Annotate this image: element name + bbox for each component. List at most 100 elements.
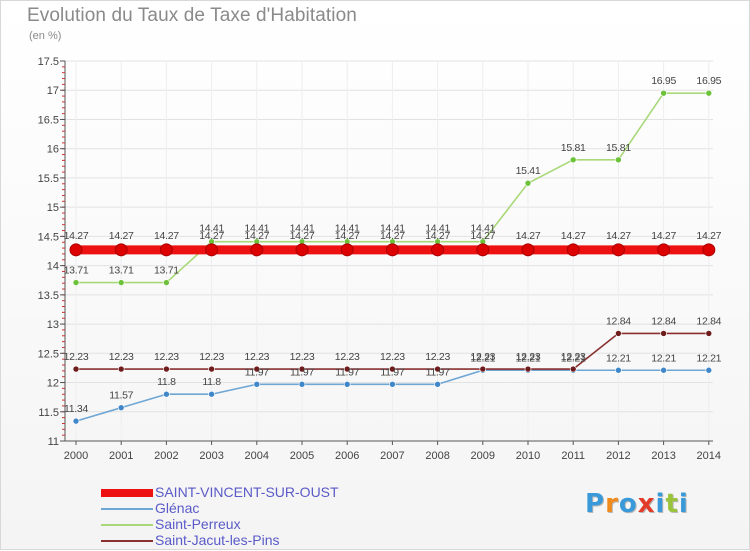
legend-label: SAINT-VINCENT-SUR-OUST [155,484,339,500]
legend-swatch [101,489,153,497]
x-tick-label: 2001 [109,450,133,462]
data-point [385,243,399,257]
data-point [389,380,396,388]
data-label: 14.27 [154,230,179,242]
data-label: 13.71 [154,265,179,277]
logo-letter: x [637,489,656,519]
data-point [524,365,532,373]
data-point [657,243,671,257]
data-point [72,365,80,373]
legend-item: Glénac [101,500,361,518]
y-tick-label: 12.5 [38,348,59,360]
data-label: 11.8 [157,376,176,388]
data-label: 12.23 [244,351,269,363]
data-point [343,380,351,388]
data-label: 14.27 [606,230,631,242]
data-point [702,243,716,257]
data-point [343,365,351,373]
logo-letter: t [665,489,679,519]
data-label: 11.57 [109,390,133,402]
data-point [434,380,441,388]
data-label: 12.23 [64,351,89,363]
data-point [611,243,625,257]
legend-label: Saint-Jacut-les-Pins [155,532,280,548]
y-tick-label: 11.5 [38,407,59,419]
y-tick-label: 13 [47,319,59,331]
data-label: 14.27 [335,230,360,242]
data-point [476,243,490,257]
data-point [117,404,125,411]
data-point [298,380,306,388]
legend-swatch [101,524,153,526]
data-label: 11.97 [426,366,450,378]
x-tick-label: 2004 [245,450,269,462]
data-point [114,243,128,257]
data-label: 12.84 [651,315,676,327]
data-point [253,380,261,388]
data-point [479,365,487,373]
data-label: 14.27 [516,230,541,242]
data-label: 11.34 [64,403,88,415]
data-label: 14.27 [380,230,405,242]
x-tick-label: 2014 [697,450,721,462]
logo-letter: o [618,489,638,519]
legend-label: Glénac [155,500,200,516]
data-point [569,365,577,373]
data-label: 12.23 [561,351,586,363]
data-label: 12.84 [606,315,631,327]
data-label: 14.41 [199,223,224,235]
x-tick-label: 2003 [199,450,223,462]
data-point [569,156,577,164]
data-point [434,365,441,373]
data-point [431,243,445,257]
y-tick-label: 14 [47,261,59,273]
y-tick-label: 17 [47,85,59,97]
y-tick-label: 16.5 [38,114,59,126]
data-point [705,366,713,374]
data-label: 12.23 [380,351,405,363]
data-label: 12.23 [154,351,179,363]
legend-item: Saint-Jacut-les-Pins [101,532,361,550]
x-tick-label: 2007 [380,450,404,462]
y-tick-label: 14.5 [38,231,59,243]
data-label: 13.71 [64,265,89,277]
data-point [159,243,173,257]
data-label: 14.27 [425,230,450,242]
data-label: 12.21 [606,352,631,364]
x-tick-label: 2005 [290,450,314,462]
data-label: 15.81 [606,142,631,154]
legend-swatch [101,540,153,542]
data-point [660,330,667,337]
data-point [250,243,264,257]
data-point [615,330,622,337]
data-label: 16.95 [696,75,721,87]
x-tick-label: 2013 [651,450,675,462]
data-label: 12.23 [109,351,134,363]
data-label: 12.21 [470,352,495,364]
x-tick-label: 2006 [335,450,359,462]
proxiti-logo: Proxiti [585,489,689,519]
data-label: 11.8 [202,376,221,388]
data-point [72,279,80,286]
data-point [298,365,306,373]
data-point [705,330,713,337]
data-point [163,365,170,373]
data-point [705,89,713,97]
data-label: 14.41 [380,223,405,235]
data-point [208,365,215,373]
data-label: 15.81 [561,142,586,154]
data-label: 12.23 [335,351,360,363]
y-tick-label: 12 [47,378,59,390]
data-label: 14.27 [470,230,495,242]
data-label: 11.97 [290,366,314,378]
data-point [524,179,532,187]
legend-label: Saint-Perreux [155,516,241,532]
chart-title: Evolution du Taux de Taxe d'Habitation [27,5,357,26]
legend-swatch [101,508,153,510]
y-tick-label: 13.5 [38,290,59,302]
data-label: 14.27 [696,230,721,242]
x-tick-label: 2012 [606,450,630,462]
x-tick-label: 2000 [64,450,88,462]
data-label: 14.41 [244,223,269,235]
